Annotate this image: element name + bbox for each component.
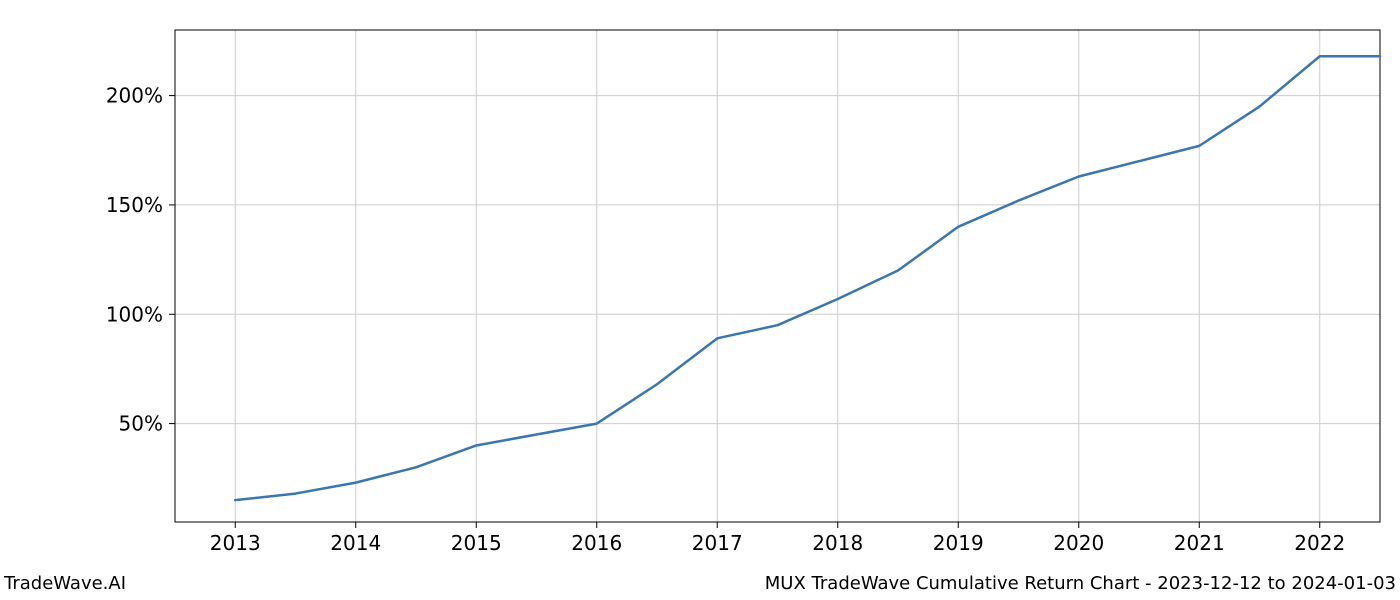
y-tick-label: 200% (106, 84, 163, 108)
x-tick-label: 2017 (692, 531, 743, 555)
chart-canvas: 2013 2014 2015 2016 2017 2018 2019 2020 2021 2022… (0, 0, 1400, 600)
x-tick-label: 2020 (1053, 531, 1104, 555)
x-tick-label: 2021 (1174, 531, 1225, 555)
y-tick-label: 50% (119, 412, 163, 436)
y-tick-label: 100% (106, 302, 163, 326)
chart-bg (0, 0, 1400, 600)
x-tick-label: 2022 (1294, 531, 1345, 555)
x-tick-label: 2019 (933, 531, 984, 555)
x-tick-label: 2013 (210, 531, 261, 555)
footer-brand: TradeWave.AI (4, 573, 126, 594)
line-chart-svg: 2013 2014 2015 2016 2017 2018 2019 2020 2021 2022… (0, 0, 1400, 600)
x-tick-label: 2016 (571, 531, 622, 555)
y-tick-label: 150% (106, 193, 163, 217)
x-tick-label: 2015 (451, 531, 502, 555)
x-tick-label: 2018 (812, 531, 863, 555)
footer-caption: MUX TradeWave Cumulative Return Chart - … (765, 573, 1396, 594)
x-tick-label: 2014 (330, 531, 381, 555)
